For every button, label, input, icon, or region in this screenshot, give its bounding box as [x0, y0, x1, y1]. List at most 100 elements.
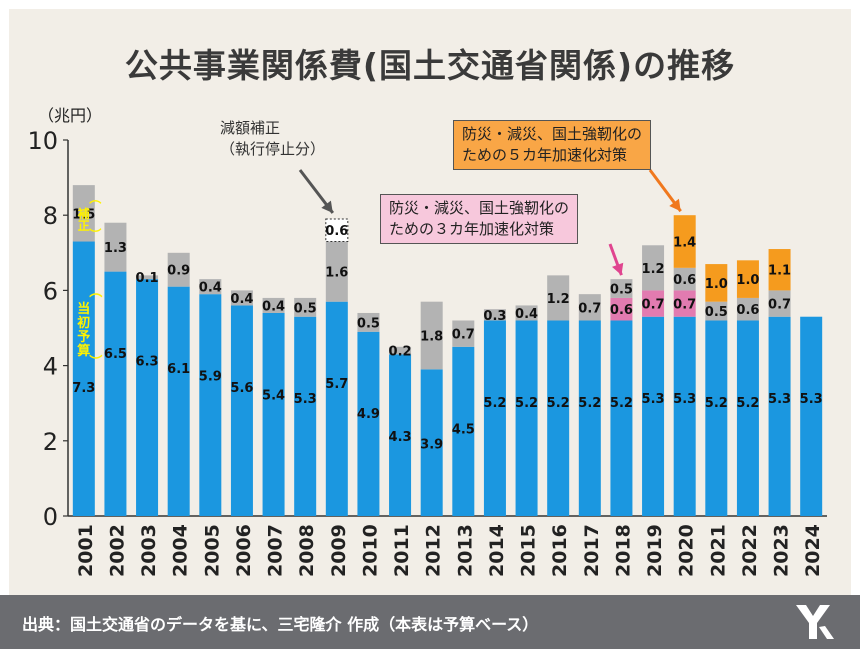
- bar-initial-2004: [167, 286, 190, 516]
- value-label-initial-2005: 5.9: [199, 370, 222, 385]
- value-label-initial-2020: 5.3: [673, 392, 696, 407]
- value-label-supplementary-2020: 0.6: [673, 273, 696, 288]
- x-tick-label-2008: 2008: [296, 524, 318, 577]
- bar-supplementary-2014: [483, 309, 506, 321]
- bar-initial-2022: [736, 320, 759, 516]
- bar-supplementary-2019: [642, 245, 665, 291]
- value-label-supplementary-2003: 0.1: [136, 271, 159, 286]
- initial-label-char: 算: [77, 343, 90, 359]
- chart-title: 公共事業関係費(国土交通省関係)の推移: [124, 46, 736, 85]
- bar-plan_3yr-2020: [673, 290, 696, 317]
- value-label-supplementary-2021: 0.5: [705, 305, 728, 320]
- value-label-supplementary-2005: 0.4: [199, 281, 222, 296]
- value-label-supplementary-2009: 1.6: [325, 266, 348, 281]
- value-label-supplementary-2013: 0.7: [452, 328, 475, 343]
- bar-initial-2024: [800, 316, 823, 516]
- x-tick-label-2024: 2024: [802, 524, 824, 577]
- bar-initial-2005: [199, 294, 222, 516]
- bar-supplementary-2020: [673, 267, 696, 291]
- value-label-initial-2007: 5.4: [262, 388, 285, 403]
- y-tick-label: 0: [43, 503, 58, 531]
- value-label-initial-2001: 7.3: [72, 381, 95, 396]
- value-label-initial-2008: 5.3: [294, 392, 317, 407]
- value-label-initial-2002: 6.5: [104, 347, 127, 362]
- y-tick-label: 8: [43, 202, 58, 230]
- bar-initial-2011: [389, 354, 412, 516]
- initial-label-char: 初: [77, 315, 90, 331]
- bar-initial-2008: [294, 316, 317, 516]
- value-label-initial-2021: 5.2: [705, 396, 728, 411]
- value-label-initial-2024: 5.3: [800, 392, 823, 407]
- bar-supplementary-2011: [389, 346, 412, 355]
- value-label-supplementary-2008: 0.5: [294, 301, 317, 316]
- x-tick-label-2018: 2018: [612, 524, 634, 577]
- bar-initial-2010: [357, 331, 380, 516]
- x-tick-label-2011: 2011: [391, 524, 413, 577]
- bar-initial-2015: [515, 320, 538, 516]
- bar-supplementary-2002: [104, 222, 127, 272]
- plan-3yr-callout: 防災・減災、国土強靭化の ための３カ年加速化対策: [380, 194, 579, 244]
- bar-plan_3yr-2018: [610, 297, 633, 321]
- bar-initial-2007: [262, 312, 285, 516]
- plan-3yr-line-2: ための３カ年加速化対策: [389, 220, 555, 238]
- x-tick-label-2009: 2009: [328, 524, 350, 577]
- plan-3yr-arrow-head: [612, 262, 624, 276]
- bar-supplementary-2022: [736, 297, 759, 321]
- bar-plan_5yr-2020: [673, 215, 696, 268]
- bar-supplementary-2006: [230, 290, 253, 306]
- bar-supplementary-2021: [705, 301, 728, 321]
- bar-supplementary-2012: [420, 301, 443, 370]
- value-label-supplementary-2004: 0.9: [167, 264, 190, 279]
- x-tick-label-2020: 2020: [676, 524, 698, 577]
- value-label-supplementary-2018: 0.5: [610, 283, 633, 298]
- value-label-plan_3yr-2019: 0.7: [642, 298, 665, 313]
- budget-cut-line-1: 減額補正: [220, 119, 281, 137]
- value-label-initial-2004: 6.1: [167, 362, 190, 377]
- x-tick-label-2019: 2019: [644, 524, 666, 577]
- bar-plan_5yr-2021: [705, 264, 728, 302]
- value-label-supplementary-2001: 1.5: [72, 207, 95, 222]
- x-tick-label-2017: 2017: [581, 524, 603, 577]
- value-label-plan_5yr-2021: 1.0: [705, 277, 728, 292]
- value-label-supplementary-2002: 1.3: [104, 241, 127, 256]
- x-tick-label-2010: 2010: [359, 524, 381, 577]
- value-label-initial-2013: 4.5: [452, 422, 475, 437]
- bar-supplementary-2017: [578, 294, 601, 321]
- value-label-supplementary-2023: 0.7: [768, 298, 791, 313]
- bar-initial-2019: [642, 316, 665, 516]
- bar-initial-2018: [610, 320, 633, 516]
- bar-supplementary-2016: [547, 275, 570, 321]
- budget-cut-annotation: 減額補正 （執行停止分）: [220, 118, 325, 160]
- plan-5yr-callout: 防災・減災、国土強靭化の ための５カ年加速化対策: [453, 120, 652, 170]
- bar-plan_5yr-2023: [768, 249, 791, 291]
- bar-chart: 0 2 4 6 8 10 （兆円） 7.3 1.5 6.5 1.3 6.3 0.1 6.1 0.9 5.9 0.…: [27, 106, 827, 577]
- value-label-initial-2009: 5.7: [325, 377, 348, 392]
- value-label-initial-2023: 5.3: [768, 392, 791, 407]
- plan-5yr-line-2: ための５カ年加速化対策: [462, 146, 628, 164]
- bar-plan_3yr-2019: [642, 290, 665, 317]
- value-label-initial-2015: 5.2: [515, 396, 538, 411]
- x-tick-label-2013: 2013: [454, 524, 476, 577]
- value-label-initial-2022: 5.2: [736, 396, 759, 411]
- bar-supplementary-2013: [452, 320, 475, 347]
- value-label-initial-2006: 5.6: [230, 381, 253, 396]
- bar-supplementary-2008: [294, 297, 317, 317]
- x-tick-label-2015: 2015: [518, 524, 540, 577]
- x-tick-label-2002: 2002: [106, 524, 128, 577]
- value-label-plan_5yr-2020: 1.4: [673, 236, 696, 251]
- bar-initial-2014: [483, 320, 506, 516]
- budget-cut-arrow-head: [321, 200, 333, 213]
- x-tick-label-2007: 2007: [265, 524, 287, 577]
- value-label-supplementary-2019: 1.2: [642, 262, 665, 277]
- x-tick-label-2022: 2022: [739, 524, 761, 577]
- value-label-supplementary-2012: 1.8: [420, 330, 443, 345]
- x-tick-label-2021: 2021: [707, 524, 729, 577]
- value-label-initial-2011: 4.3: [389, 430, 412, 445]
- source-footer: 出典：国土交通省のデータを基に、三宅隆介 作成（本表は予算ベース）: [0, 595, 860, 649]
- value-label-supplementary-2006: 0.4: [230, 292, 253, 307]
- value-label-initial-2012: 3.9: [420, 437, 443, 452]
- bar-initial-2021: [705, 320, 728, 516]
- value-label-supplementary-2011: 0.2: [389, 345, 412, 360]
- bar-initial-2002: [104, 271, 127, 516]
- bar-supplementary-2003: [136, 275, 159, 280]
